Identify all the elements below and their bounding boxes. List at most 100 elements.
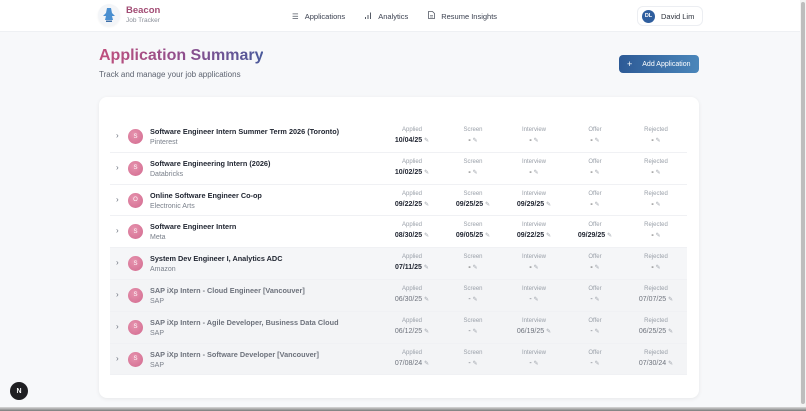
stage-screen-date[interactable]: - ✎ — [468, 137, 478, 144]
edit-pencil-icon[interactable]: ✎ — [485, 201, 491, 208]
stage-interview-date[interactable]: 09/22/25 ✎ — [516, 232, 552, 240]
application-row[interactable]: › S Software Engineering Intern (2026) D… — [110, 153, 687, 185]
edit-pencil-icon[interactable]: ✎ — [655, 169, 661, 176]
stage-screen-date[interactable]: - ✎ — [468, 264, 478, 272]
application-row[interactable]: › S SAP iXp Intern - Cloud Engineer [Van… — [110, 279, 687, 312]
stage-screen-date[interactable]: - ✎ — [468, 295, 478, 303]
edit-pencil-icon[interactable]: ✎ — [668, 360, 674, 367]
stage-screen-date[interactable]: - ✎ — [468, 359, 478, 367]
edit-pencil-icon[interactable]: ✎ — [533, 138, 539, 144]
edit-pencil-icon[interactable]: ✎ — [546, 328, 552, 335]
edit-pencil-icon[interactable]: ✎ — [424, 138, 430, 144]
chevron-right-icon[interactable]: › — [116, 321, 119, 331]
edit-pencil-icon[interactable]: ✎ — [533, 265, 539, 272]
edit-pencil-icon[interactable]: ✎ — [533, 169, 539, 176]
edit-pencil-icon[interactable]: ✎ — [424, 201, 430, 208]
stage-offer-date[interactable]: - ✎ — [590, 264, 600, 272]
edit-pencil-icon[interactable]: ✎ — [594, 201, 600, 208]
stage-applied-date[interactable]: 07/08/24 ✎ — [394, 359, 430, 367]
edit-pencil-icon[interactable]: ✎ — [668, 328, 674, 335]
chevron-right-icon[interactable]: › — [116, 162, 119, 172]
stage-rejected-date[interactable]: 07/30/24 ✎ — [638, 359, 674, 367]
edit-pencil-icon[interactable]: ✎ — [668, 296, 674, 303]
stage-rejected-date[interactable]: 07/07/25 ✎ — [638, 295, 674, 303]
stage-applied-date[interactable]: 10/04/25 ✎ — [394, 137, 430, 144]
stage-offer-date[interactable]: - ✎ — [590, 137, 600, 144]
nav-analytics[interactable]: Analytics — [365, 11, 408, 21]
stage-rejected-date[interactable]: - ✎ — [651, 264, 661, 272]
application-row[interactable]: › O Online Software Engineer Co-op Elect… — [110, 185, 687, 217]
edit-pencil-icon[interactable]: ✎ — [655, 265, 661, 272]
edit-pencil-icon[interactable]: ✎ — [533, 296, 539, 303]
stage-rejected-date[interactable]: - ✎ — [651, 232, 661, 240]
edit-pencil-icon[interactable]: ✎ — [424, 296, 430, 303]
edit-pencil-icon[interactable]: ✎ — [472, 265, 478, 272]
edit-pencil-icon[interactable]: ✎ — [607, 233, 613, 240]
chevron-right-icon[interactable]: › — [116, 353, 119, 363]
stage-rejected-date[interactable]: 06/25/25 ✎ — [638, 327, 674, 335]
application-row[interactable]: › S SAP iXp Intern - Agile Developer, Bu… — [110, 311, 687, 344]
edit-pencil-icon[interactable]: ✎ — [655, 138, 661, 144]
stage-applied-date[interactable]: 10/02/25 ✎ — [394, 168, 430, 176]
edit-pencil-icon[interactable]: ✎ — [594, 328, 600, 335]
stage-offer-date[interactable]: 09/29/25 ✎ — [577, 232, 613, 240]
application-row[interactable]: › S Software Engineer Intern Meta Applie… — [110, 216, 687, 249]
stage-interview-date[interactable]: - ✎ — [529, 137, 539, 144]
chevron-right-icon[interactable]: › — [116, 289, 119, 299]
stage-screen-date[interactable]: 09/05/25 ✎ — [455, 232, 491, 240]
nav-resume-insights[interactable]: Resume Insights — [428, 11, 497, 21]
stage-offer-date[interactable]: - ✎ — [590, 327, 600, 335]
stage-rejected-date[interactable]: - ✎ — [651, 137, 661, 144]
chevron-right-icon[interactable]: › — [116, 131, 119, 140]
edit-pencil-icon[interactable]: ✎ — [424, 233, 430, 240]
stage-applied-date[interactable]: 06/30/25 ✎ — [394, 295, 430, 303]
stage-offer-date[interactable]: - ✎ — [590, 295, 600, 303]
stage-applied-date[interactable]: 06/12/25 ✎ — [394, 327, 430, 335]
application-row[interactable]: › S SAP iXp Intern - Software Developer … — [110, 343, 687, 376]
edit-pencil-icon[interactable]: ✎ — [594, 265, 600, 272]
edit-pencil-icon[interactable]: ✎ — [594, 169, 600, 176]
edit-pencil-icon[interactable]: ✎ — [533, 360, 539, 367]
stage-screen-date[interactable]: 09/25/25 ✎ — [455, 200, 491, 208]
edit-pencil-icon[interactable]: ✎ — [655, 201, 661, 208]
scrollbar-thumb[interactable] — [801, 2, 805, 404]
chevron-right-icon[interactable]: › — [116, 226, 119, 236]
edit-pencil-icon[interactable]: ✎ — [546, 201, 552, 208]
edit-pencil-icon[interactable]: ✎ — [424, 360, 430, 367]
stage-interview-date[interactable]: - ✎ — [529, 295, 539, 303]
dev-tools-badge[interactable]: N — [10, 382, 28, 400]
edit-pencil-icon[interactable]: ✎ — [546, 233, 552, 240]
stage-offer-date[interactable]: - ✎ — [590, 359, 600, 367]
edit-pencil-icon[interactable]: ✎ — [472, 138, 478, 144]
chevron-right-icon[interactable]: › — [116, 194, 119, 204]
edit-pencil-icon[interactable]: ✎ — [424, 169, 430, 176]
stage-rejected-date[interactable]: - ✎ — [651, 168, 661, 176]
edit-pencil-icon[interactable]: ✎ — [472, 328, 478, 335]
edit-pencil-icon[interactable]: ✎ — [485, 233, 491, 240]
add-application-button[interactable]: + Add Application — [619, 55, 699, 73]
edit-pencil-icon[interactable]: ✎ — [594, 360, 600, 367]
stage-offer-date[interactable]: - ✎ — [590, 168, 600, 176]
stage-screen-date[interactable]: - ✎ — [468, 327, 478, 335]
stage-offer-date[interactable]: - ✎ — [590, 200, 600, 208]
application-row[interactable]: › S System Dev Engineer I, Analytics ADC… — [110, 248, 687, 280]
stage-rejected-date[interactable]: - ✎ — [651, 200, 661, 208]
edit-pencil-icon[interactable]: ✎ — [423, 265, 429, 272]
stage-screen-date[interactable]: - ✎ — [468, 168, 478, 176]
stage-applied-date[interactable]: 09/22/25 ✎ — [394, 200, 430, 208]
stage-interview-date[interactable]: 09/29/25 ✎ — [516, 200, 552, 208]
edit-pencil-icon[interactable]: ✎ — [472, 169, 478, 176]
stage-applied-date[interactable]: 08/30/25 ✎ — [394, 232, 430, 240]
edit-pencil-icon[interactable]: ✎ — [594, 138, 600, 144]
edit-pencil-icon[interactable]: ✎ — [472, 360, 478, 367]
user-menu[interactable]: DL David Lim — [637, 6, 704, 26]
stage-interview-date[interactable]: - ✎ — [529, 168, 539, 176]
stage-interview-date[interactable]: 06/19/25 ✎ — [516, 327, 552, 335]
edit-pencil-icon[interactable]: ✎ — [594, 296, 600, 303]
edit-pencil-icon[interactable]: ✎ — [424, 328, 430, 335]
stage-interview-date[interactable]: - ✎ — [529, 264, 539, 272]
stage-interview-date[interactable]: - ✎ — [529, 359, 539, 367]
chevron-right-icon[interactable]: › — [116, 258, 119, 268]
edit-pencil-icon[interactable]: ✎ — [655, 233, 661, 240]
stage-applied-date[interactable]: 07/11/25 ✎ — [395, 264, 429, 272]
